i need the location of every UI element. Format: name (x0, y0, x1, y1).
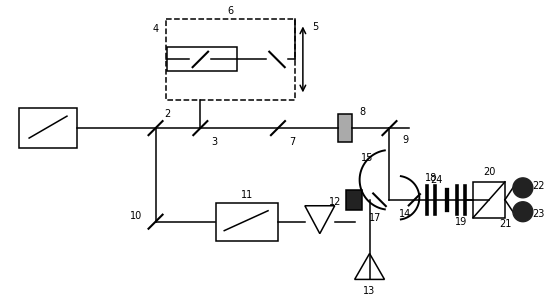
Text: 18: 18 (425, 173, 437, 183)
Text: 11: 11 (241, 190, 253, 200)
Text: 23: 23 (532, 209, 545, 219)
Text: 19: 19 (455, 217, 468, 227)
Text: 17: 17 (370, 213, 382, 223)
Text: 13: 13 (364, 286, 376, 296)
Bar (166, 19, 295, 100)
Text: 7: 7 (289, 137, 295, 147)
Text: 24: 24 (430, 175, 442, 185)
Text: 12: 12 (328, 197, 341, 207)
Text: 8: 8 (360, 107, 366, 117)
Bar (19, 108, 77, 148)
Text: 22: 22 (532, 181, 545, 191)
Text: 3: 3 (211, 137, 217, 147)
Text: 20: 20 (483, 167, 495, 177)
Text: 10: 10 (129, 211, 142, 221)
Bar (346, 190, 361, 210)
Text: 9: 9 (403, 135, 409, 145)
Text: 6: 6 (227, 6, 233, 16)
Text: 21: 21 (499, 219, 511, 229)
Text: 14: 14 (399, 209, 411, 219)
Text: 15: 15 (361, 153, 374, 163)
Bar (216, 203, 278, 240)
Text: 5: 5 (312, 22, 318, 32)
Bar (473, 182, 505, 218)
Bar (168, 47, 237, 71)
Text: 2: 2 (164, 109, 170, 119)
Bar (338, 114, 351, 142)
Circle shape (513, 202, 533, 222)
Circle shape (513, 178, 533, 198)
Text: 4: 4 (152, 24, 158, 33)
